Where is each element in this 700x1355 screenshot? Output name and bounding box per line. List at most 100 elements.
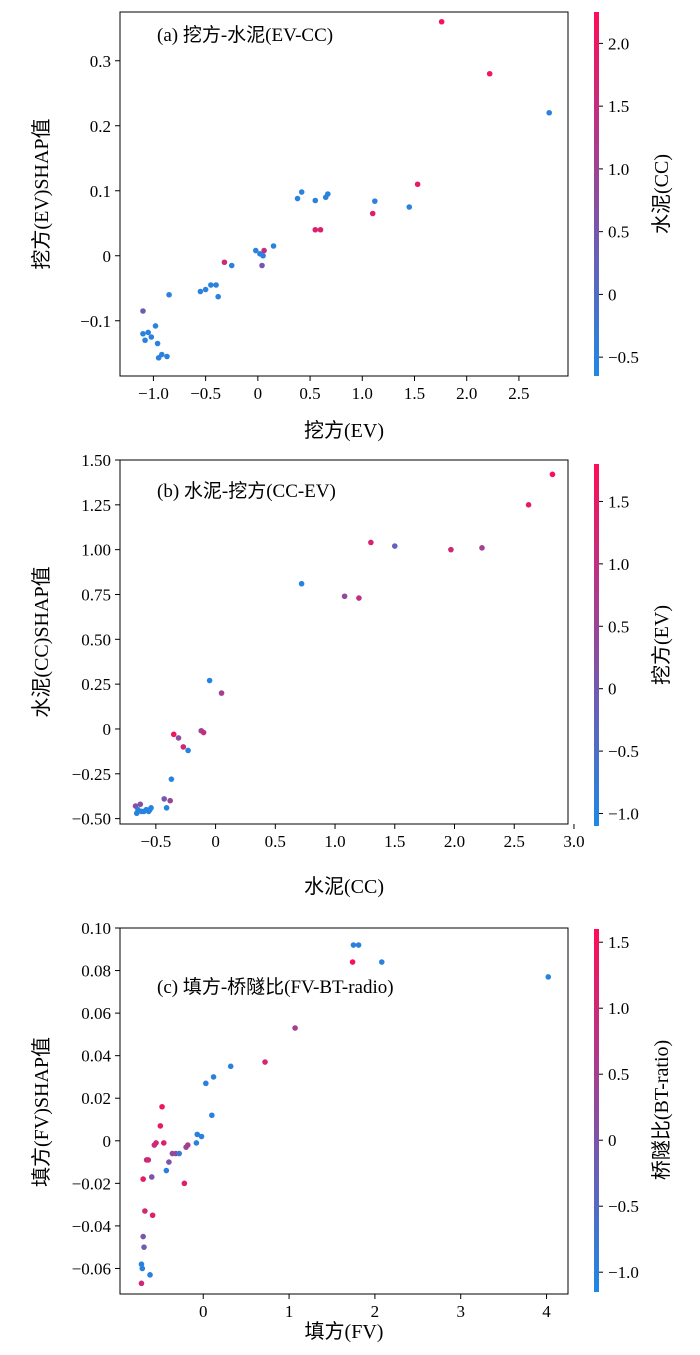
panel-a-colorbar-tick-label: 0.5: [608, 223, 629, 242]
panel-c-point: [194, 1131, 201, 1138]
panel-a-point: [213, 282, 219, 288]
panel-b-point: [549, 471, 556, 478]
panel-c-chart: 0 1 2 3 4 −0.06 −0.04 −0.02 0 0.02 0.04 0.06 0.08 0.…: [30, 919, 673, 1343]
panel-a-y-tick-label: 0.2: [90, 117, 111, 136]
panel-a-point: [158, 351, 165, 358]
panel-b-plot-frame: [119, 459, 569, 825]
panel-b-colorbar-tick-label: −1.0: [608, 805, 639, 824]
panel-c-colorbar-tick-label: −0.5: [608, 1197, 639, 1216]
panel-b-y-tick-label: 0: [103, 720, 112, 739]
panel-c-colorbar-tick-label: 0: [608, 1131, 617, 1150]
panel-b-y-ticks: −0.50 −0.25 0 0.25 0.50 0.75 1.00 1.25 1.50: [72, 451, 120, 829]
panel-c-point: [185, 1142, 191, 1148]
panel-c-point: [157, 1123, 164, 1129]
panel-c-point: [138, 1261, 145, 1268]
panel-a-point: [197, 288, 204, 295]
panel-c-point: [193, 1140, 200, 1146]
panel-c-y-tick-label: 0.02: [81, 1089, 111, 1108]
panel-b-y-tick-label: 0.50: [81, 630, 111, 649]
panel-c-points: [138, 942, 552, 1287]
panel-a-point: [166, 291, 172, 298]
panel-c-point: [349, 959, 356, 965]
panel-b-x-axis-label: 水泥(CC): [304, 875, 384, 898]
panel-c-point: [140, 1233, 146, 1240]
panel-b-y-axis-label: 水泥(CC)SHAP值: [30, 566, 53, 717]
panel-c-y-tick-label: −0.06: [72, 1259, 111, 1278]
panel-b-x-tick-label: −0.5: [140, 832, 171, 851]
panel-c-x-tick-label: 4: [542, 1302, 551, 1321]
panel-c-point: [147, 1272, 153, 1278]
panel-c-y-axis-label: 填方(FV)SHAP值: [30, 1037, 53, 1187]
panel-a-x-tick-label: 2.5: [508, 384, 529, 403]
panel-b-point: [218, 690, 225, 696]
panel-c-point: [292, 1025, 298, 1031]
panel-c-y-ticks: −0.06 −0.04 −0.02 0 0.02 0.04 0.06 0.08 0.10: [72, 919, 120, 1278]
panel-a-colorbar-tick-label: 0: [608, 285, 617, 304]
panel-c-x-tick-label: 1: [285, 1302, 294, 1321]
panel-a-point: [372, 198, 378, 204]
panel-a-point: [312, 197, 319, 204]
panel-c-y-tick-label: −0.04: [72, 1217, 112, 1236]
panel-c-colorbar-tick-label: 1.0: [608, 999, 629, 1018]
panel-b-y-tick-label: −0.50: [72, 810, 111, 829]
panel-c-x-tick-label: 2: [371, 1302, 380, 1321]
panel-b-point: [448, 546, 454, 553]
panel-a-x-tick-label: −0.5: [190, 384, 221, 403]
panel-b-point: [175, 735, 182, 741]
panel-a-x-ticks: −1.0 −0.5 0 0.5 1.0 1.5 2.0 2.5: [138, 376, 530, 403]
panel-b-x-tick-label: 1.0: [324, 832, 345, 851]
panel-a-point: [202, 286, 209, 293]
panel-a-point: [152, 323, 159, 329]
panel-b-y-tick-label: −0.25: [72, 765, 111, 784]
panel-b-point: [298, 580, 305, 587]
panel-a-point: [142, 337, 148, 344]
panel-a-point: [317, 226, 324, 233]
panel-b-x-tick-label: 0: [211, 832, 220, 851]
panel-b-annotation: (b) 水泥-挖方(CC-EV): [157, 480, 336, 502]
panel-c-point: [262, 1059, 268, 1065]
panel-c-x-tick-label: 3: [456, 1302, 465, 1321]
panel-c-y-tick-label: 0.08: [81, 962, 111, 981]
panel-c-point: [166, 1159, 172, 1165]
panel-a-point: [140, 308, 146, 314]
panel-a-colorbar-label: 水泥(CC): [650, 154, 673, 234]
panel-c-point: [159, 1103, 165, 1110]
panel-b-point: [368, 539, 374, 546]
panel-c-point: [149, 1212, 156, 1219]
panel-b-x-tick-label: 2.5: [504, 832, 525, 851]
panel-a-point: [294, 195, 301, 202]
panel-b-y-tick-label: 1.25: [81, 496, 111, 515]
panel-b-x-tick-label: 3.0: [563, 832, 584, 851]
panel-c-colorbar-tick-label: −1.0: [608, 1263, 639, 1282]
panel-a-point: [414, 181, 421, 188]
panel-b-point: [163, 805, 170, 811]
panel-c-point: [355, 942, 362, 948]
panel-a-point: [312, 226, 319, 233]
panel-c-point: [140, 1176, 146, 1182]
panel-c-x-axis-label: 填方(FV): [305, 1320, 384, 1343]
panel-c-y-tick-label: 0.10: [81, 919, 111, 938]
panel-c-point: [198, 1133, 205, 1140]
panel-c-colorbar-label: 桥隧比(BT-ratio): [650, 1040, 673, 1180]
panel-a-point: [270, 243, 277, 249]
panel-a-colorbar-ticks: −0.5 0 0.5 1.0 1.5 2.0: [599, 34, 639, 367]
panel-b-point: [200, 729, 207, 736]
panel-c-point: [176, 1150, 183, 1157]
panel-a-y-axis-label: 挖方(EV)SHAP值: [30, 118, 53, 269]
panel-b-point: [185, 747, 191, 754]
panel-a-point: [164, 353, 170, 360]
panel-c-point: [139, 1265, 146, 1272]
panel-c-annotation: (c) 填方-桥隧比(FV-BT-radio): [157, 976, 394, 998]
panel-b-colorbar: [594, 464, 599, 826]
panel-a-annotation: (a) 挖方-水泥(EV-CC): [157, 24, 333, 46]
panel-b-point: [167, 797, 173, 804]
panel-c-y-tick-label: 0: [103, 1132, 112, 1151]
panel-b-colorbar-tick-label: 1.0: [608, 555, 629, 574]
panel-b-x-tick-label: 1.5: [384, 832, 405, 851]
panel-b-points: [132, 471, 556, 817]
panel-c-plot-frame: [119, 927, 569, 1295]
panel-b-y-tick-label: 0.75: [81, 585, 111, 604]
panel-a-chart: −1.0 −0.5 0 0.5 1.0 1.5 2.0 2.5 −0.100.10.20.3 …: [30, 11, 673, 442]
panel-a-point: [145, 329, 151, 336]
panel-b-x-ticks: −0.5 0 0.5 1.0 1.5 2.0 2.5 3.0: [140, 824, 585, 851]
